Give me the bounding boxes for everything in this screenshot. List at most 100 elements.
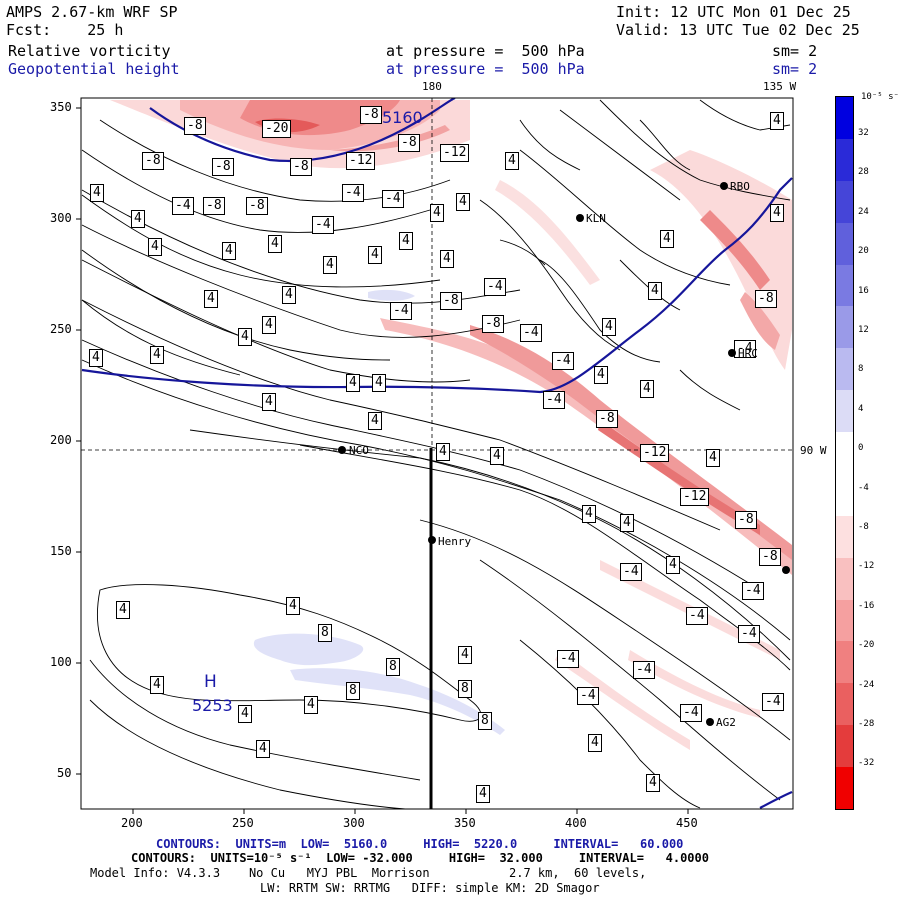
contour-label: -12 bbox=[346, 152, 376, 170]
contour-label: 4 bbox=[436, 443, 450, 461]
contour-label: 4 bbox=[640, 380, 654, 398]
colorbar-cell bbox=[836, 641, 853, 684]
contour-label: 4 bbox=[620, 514, 634, 532]
contour-label: -4 bbox=[312, 216, 334, 234]
contour-label: 4 bbox=[116, 601, 130, 619]
contour-label: 4 bbox=[594, 366, 608, 384]
colorbar-cell bbox=[836, 432, 853, 474]
contour-label: 4 bbox=[430, 204, 444, 222]
station-kln[interactable] bbox=[576, 214, 584, 222]
contour-label: -4 bbox=[552, 352, 574, 370]
contour-label: 4 bbox=[706, 449, 720, 467]
contour-label: 4 bbox=[440, 250, 454, 268]
station-hrc[interactable] bbox=[728, 349, 736, 357]
colorbar-cell bbox=[836, 264, 853, 307]
contour-label: -4 bbox=[382, 190, 404, 208]
contour-label: -8 bbox=[755, 290, 777, 308]
colorbar-cell bbox=[836, 390, 853, 432]
x-tick-label: 300 bbox=[343, 816, 365, 830]
high-center-value: 5253 bbox=[192, 696, 233, 715]
field1-smoothing: sm= 2 bbox=[772, 42, 818, 60]
station-label: AG2 bbox=[716, 716, 736, 729]
contour-label: -8 bbox=[360, 106, 382, 124]
meridian-180-label: 180 bbox=[422, 80, 442, 93]
contour-label: 4 bbox=[150, 346, 164, 364]
y-tick-label: 250 bbox=[50, 322, 72, 336]
colorbar-tick-label: -4 bbox=[858, 482, 869, 493]
station-rbo[interactable] bbox=[720, 182, 728, 190]
high-center-marker: H bbox=[204, 672, 217, 692]
colorbar-cell bbox=[836, 515, 853, 558]
y-tick-label: 100 bbox=[50, 655, 72, 669]
contour-label: -4 bbox=[620, 563, 642, 581]
y-tick-label: 300 bbox=[50, 211, 72, 225]
contour-label: 4 bbox=[646, 774, 660, 792]
contour-label: -4 bbox=[633, 661, 655, 679]
contour-label: 4 bbox=[131, 210, 145, 228]
colorbar-tick-label: -28 bbox=[858, 719, 875, 729]
contour-label: 4 bbox=[323, 256, 337, 274]
station-edge[interactable] bbox=[782, 566, 790, 574]
contour-label: 8 bbox=[478, 712, 492, 730]
contour-label: 4 bbox=[346, 374, 360, 392]
colorbar bbox=[835, 96, 854, 810]
colorbar-tick-label: -12 bbox=[858, 561, 875, 572]
colorbar-tick-label: 28 bbox=[858, 167, 869, 178]
contour-label: 4 bbox=[238, 328, 252, 346]
colorbar-cell bbox=[836, 97, 853, 139]
contour-label: 8 bbox=[346, 682, 360, 700]
footer-physics: LW: RRTM SW: RRTMG DIFF: simple KM: 2D S… bbox=[260, 881, 600, 895]
contour-label: 4 bbox=[476, 785, 490, 803]
y-tick-label: 50 bbox=[57, 766, 72, 780]
colorbar-cell bbox=[836, 599, 853, 642]
contour-label: 4 bbox=[262, 316, 276, 334]
colorbar-cell bbox=[836, 138, 853, 181]
colorbar-tick-label: 4 bbox=[858, 403, 864, 414]
contour-label: -12 bbox=[440, 144, 470, 162]
contour-label: 4 bbox=[770, 112, 784, 130]
contour-label: -4 bbox=[557, 650, 579, 668]
footer-height-contours: CONTOURS: UNITS=m LOW= 5160.0 HIGH= 5220… bbox=[156, 837, 684, 851]
contour-label: 4 bbox=[304, 696, 318, 714]
contour-label: 4 bbox=[238, 705, 252, 723]
station-henry[interactable] bbox=[428, 536, 436, 544]
colorbar-tick-label: 20 bbox=[858, 246, 869, 257]
contour-label: -8 bbox=[142, 152, 164, 170]
station-label: KLN bbox=[586, 212, 606, 225]
colorbar-cell bbox=[836, 222, 853, 265]
colorbar-tick-label: -16 bbox=[858, 600, 875, 611]
contour-label: 4 bbox=[268, 235, 282, 253]
contour-label: 4 bbox=[602, 318, 616, 336]
colorbar-tick-label: -8 bbox=[858, 522, 869, 532]
station-label: NCO bbox=[349, 444, 369, 457]
contour-label: 4 bbox=[505, 152, 519, 170]
x-tick-label: 250 bbox=[232, 816, 254, 830]
model-title: AMPS 2.67-km WRF SP bbox=[6, 3, 178, 21]
reference-lines bbox=[81, 98, 793, 809]
contour-label: -4 bbox=[577, 687, 599, 705]
station-nco[interactable] bbox=[338, 446, 346, 454]
contour-label: -8 bbox=[482, 315, 504, 333]
footer-vorticity-contours: CONTOURS: UNITS=10⁻⁵ s⁻¹ LOW= -32.000 HI… bbox=[131, 851, 709, 865]
contour-label: 4 bbox=[582, 505, 596, 523]
contour-label: 4 bbox=[372, 374, 386, 392]
contour-label: 4 bbox=[399, 232, 413, 250]
contour-label: -8 bbox=[246, 197, 268, 215]
contour-label: -4 bbox=[543, 391, 565, 409]
contour-label: 8 bbox=[318, 624, 332, 642]
contour-label: 4 bbox=[89, 349, 103, 367]
field2-smoothing: sm= 2 bbox=[772, 60, 818, 78]
colorbar-tick-label: 12 bbox=[858, 325, 869, 335]
contour-label: 4 bbox=[282, 286, 296, 304]
field1-name: Relative vorticity bbox=[8, 42, 171, 60]
contour-label: -8 bbox=[290, 158, 312, 176]
station-ag2[interactable] bbox=[706, 718, 714, 726]
contour-label: 4 bbox=[286, 597, 300, 615]
colorbar-tick-label: -20 bbox=[858, 640, 875, 651]
contour-label: -4 bbox=[172, 197, 194, 215]
colorbar-cell bbox=[836, 683, 853, 726]
colorbar-cell bbox=[836, 348, 853, 391]
contour-label: -4 bbox=[734, 340, 756, 358]
contour-label: -4 bbox=[484, 278, 506, 296]
y-tick-label: 200 bbox=[50, 433, 72, 447]
